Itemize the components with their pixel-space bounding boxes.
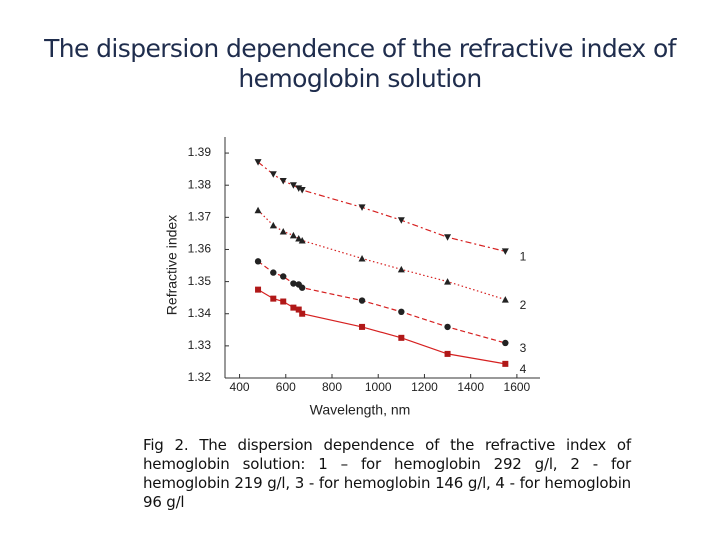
marker bbox=[398, 308, 405, 316]
marker bbox=[269, 221, 277, 229]
y-tick-label: 1.32 bbox=[188, 370, 212, 384]
series-label: 4 bbox=[520, 362, 527, 376]
marker bbox=[290, 304, 297, 311]
marker bbox=[358, 254, 366, 262]
marker bbox=[298, 187, 306, 194]
y-tick-label: 1.33 bbox=[188, 338, 212, 352]
marker bbox=[397, 217, 405, 224]
marker bbox=[298, 284, 306, 291]
slide-title: The dispersion dependence of the refract… bbox=[44, 34, 676, 93]
marker bbox=[358, 204, 366, 211]
y-tick-label: 1.35 bbox=[188, 274, 212, 288]
x-tick-label: 600 bbox=[276, 380, 296, 394]
series-label: 2 bbox=[520, 298, 527, 312]
marker bbox=[298, 236, 306, 244]
marker bbox=[255, 286, 262, 293]
marker bbox=[289, 231, 297, 239]
y-tick-label: 1.37 bbox=[188, 210, 212, 224]
marker bbox=[279, 227, 287, 235]
marker bbox=[501, 248, 509, 255]
marker bbox=[444, 278, 452, 285]
marker bbox=[254, 159, 262, 166]
series-label: 1 bbox=[520, 250, 527, 264]
marker bbox=[444, 350, 451, 357]
marker bbox=[502, 360, 509, 367]
series-line bbox=[257, 260, 506, 344]
x-tick-label: 400 bbox=[230, 380, 250, 394]
marker bbox=[398, 334, 405, 341]
marker bbox=[359, 323, 366, 330]
y-tick-label: 1.38 bbox=[188, 177, 212, 191]
marker bbox=[280, 273, 287, 280]
x-axis-label: Wavelength, nm bbox=[310, 402, 411, 418]
marker bbox=[295, 235, 303, 242]
marker bbox=[397, 265, 405, 273]
marker bbox=[501, 296, 509, 303]
marker bbox=[280, 298, 287, 305]
x-tick-label: 1600 bbox=[504, 380, 531, 394]
y-axis-label: Refractive index bbox=[164, 215, 180, 315]
marker bbox=[358, 297, 366, 304]
figure-caption: Fig 2. The dispersion dependence of the … bbox=[143, 436, 631, 511]
series-label: 3 bbox=[520, 341, 527, 355]
y-tick-label: 1.34 bbox=[188, 306, 212, 320]
series-line bbox=[257, 289, 506, 365]
x-tick-label: 1200 bbox=[411, 380, 438, 394]
marker bbox=[254, 258, 262, 265]
y-tick-label: 1.36 bbox=[188, 242, 212, 256]
marker bbox=[289, 182, 297, 189]
marker bbox=[254, 206, 262, 214]
x-tick-label: 1000 bbox=[365, 380, 392, 394]
marker bbox=[279, 178, 287, 185]
marker bbox=[299, 310, 306, 317]
marker bbox=[270, 295, 277, 302]
marker bbox=[444, 323, 451, 331]
marker bbox=[502, 339, 509, 347]
x-tick-label: 1400 bbox=[457, 380, 484, 394]
marker bbox=[269, 171, 277, 178]
marker bbox=[295, 306, 302, 313]
marker bbox=[270, 269, 277, 276]
marker bbox=[290, 280, 297, 287]
y-tick-label: 1.39 bbox=[188, 145, 212, 159]
x-tick-label: 800 bbox=[322, 380, 342, 394]
marker bbox=[444, 234, 452, 241]
